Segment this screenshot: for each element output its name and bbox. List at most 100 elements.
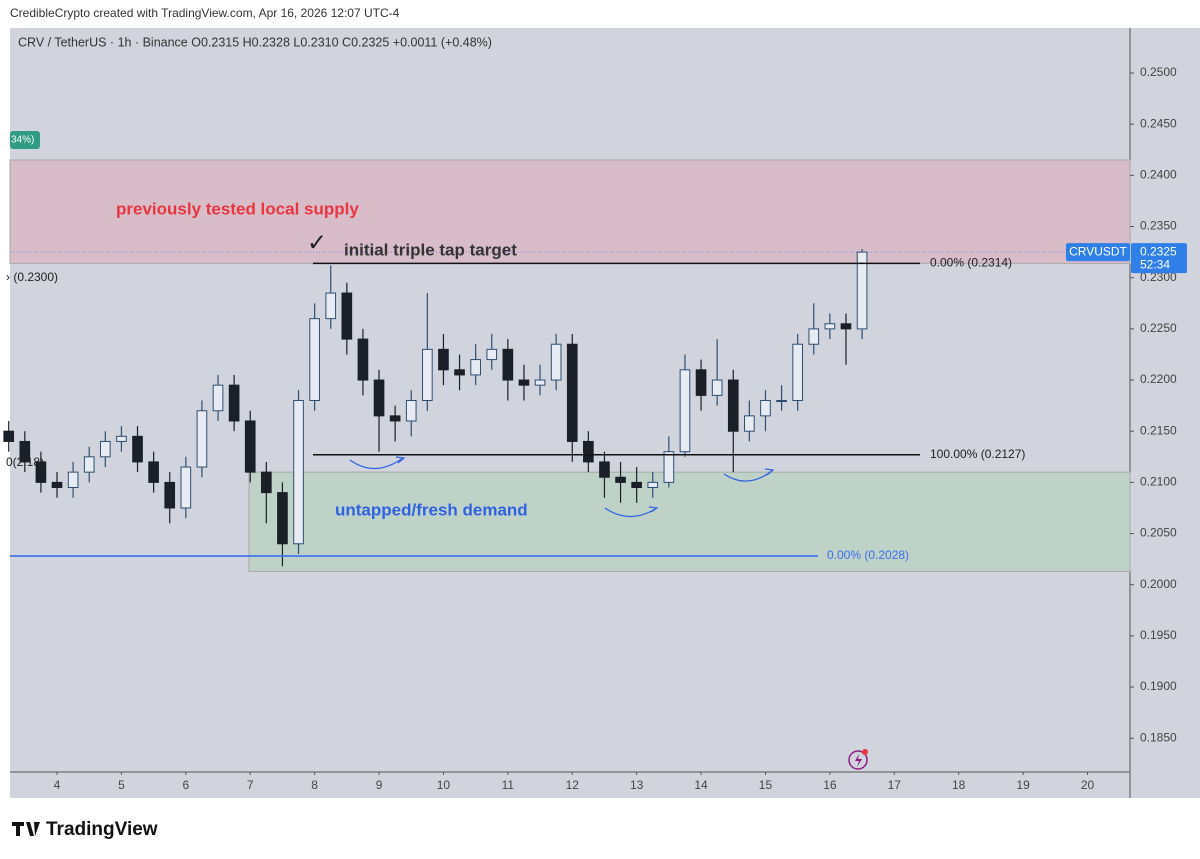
- icon[interactable]: [848, 750, 868, 770]
- candle-body: [534, 379, 546, 386]
- candle-body: [776, 400, 787, 403]
- y-tick-label: 0.1850: [1140, 730, 1177, 744]
- candle-body: [116, 435, 127, 442]
- y-tick-label: 0.2100: [1140, 475, 1177, 489]
- price-tag-label: 0.2325: [1140, 244, 1177, 258]
- y-tick-label: 0.2400: [1140, 168, 1177, 182]
- candle-body: [792, 343, 804, 402]
- x-tick-label: 12: [566, 778, 580, 792]
- x-tick-label: 16: [823, 778, 837, 792]
- candle-body: [293, 400, 304, 545]
- brand-logo: [12, 822, 40, 836]
- level-label: 0.00% (0.2028): [827, 548, 909, 562]
- candle-body: [615, 476, 626, 483]
- candle-body: [277, 492, 288, 545]
- y-tick-label: 0.2200: [1140, 372, 1177, 386]
- x-tick-label: 6: [182, 778, 189, 792]
- zone: [248, 471, 1131, 572]
- candle-body: [550, 343, 562, 381]
- price-tag-symbol: [1066, 243, 1130, 262]
- brand: TradingView: [46, 819, 158, 840]
- candle-body: [566, 343, 578, 442]
- candle-body: [405, 400, 417, 422]
- candle-body: [83, 456, 95, 473]
- candle-body: [744, 415, 755, 432]
- icon-dot: [862, 749, 868, 755]
- candle-body: [35, 461, 47, 483]
- arrow-head: [648, 506, 659, 513]
- clipped-label: › (0.2300): [6, 270, 58, 284]
- candle-body: [518, 379, 530, 386]
- candle-body: [631, 481, 642, 488]
- candle-body: [309, 318, 320, 402]
- price-scale: [1130, 28, 1200, 798]
- candle-body: [3, 430, 15, 442]
- legend: CRV / TetherUS · 1h · Binance O0.2315 H0…: [18, 35, 492, 49]
- x-tick-label: 5: [118, 778, 125, 792]
- candle-body: [228, 384, 240, 422]
- clipped-label: 34%): [11, 135, 34, 146]
- icon: [855, 754, 862, 767]
- x-tick-label: 4: [54, 778, 61, 792]
- candle-body: [470, 359, 481, 376]
- candle-body: [711, 379, 723, 396]
- x-tick-label: 8: [311, 778, 318, 792]
- candle-body: [325, 292, 337, 320]
- candle-body: [647, 481, 659, 488]
- x-tick-label: 15: [759, 778, 773, 792]
- x-tick-label: 13: [630, 778, 644, 792]
- annotation: initial triple tap target: [344, 240, 517, 259]
- candle-body: [164, 481, 176, 509]
- x-tick-label: 19: [1016, 778, 1030, 792]
- x-tick-label: 20: [1081, 778, 1095, 792]
- clipped-badge: [10, 131, 40, 149]
- price-tag-symbol-text: CRVUSDT: [1069, 244, 1127, 258]
- level-label: 100.00% (0.2127): [930, 447, 1025, 461]
- y-tick-label: 0.2150: [1140, 423, 1177, 437]
- candle-body: [695, 369, 707, 396]
- candle-body: [99, 440, 111, 458]
- candle-body: [373, 379, 385, 417]
- candle-body: [599, 461, 610, 478]
- arrow-head: [395, 456, 406, 464]
- y-tick-label: 0.2450: [1140, 116, 1177, 130]
- x-tick-label: 11: [502, 778, 515, 792]
- check-mark: ✓: [307, 229, 327, 256]
- y-tick-label: 0.2500: [1140, 65, 1177, 79]
- x-tick-label: 9: [376, 778, 383, 792]
- candle-body: [727, 379, 739, 432]
- candle-body: [196, 410, 208, 468]
- zone-label: untapped/fresh demand: [335, 500, 528, 519]
- candle-body: [261, 471, 272, 494]
- x-tick-label: 18: [952, 778, 966, 792]
- candle-body: [132, 435, 143, 463]
- candle-body: [840, 323, 852, 330]
- arrow: [349, 457, 404, 470]
- y-tick-label: 0.2300: [1140, 270, 1177, 284]
- candle-body: [357, 338, 369, 381]
- y-tick-label: 0.2050: [1140, 526, 1177, 540]
- candle-body: [438, 348, 449, 371]
- zone: [9, 159, 1131, 264]
- candle-body: [67, 471, 79, 488]
- y-tick-label: 0.1900: [1140, 679, 1177, 693]
- candle-body: [760, 400, 771, 417]
- price-tag-countdown: 52:34: [1140, 257, 1170, 271]
- x-tick-label: 14: [694, 778, 708, 792]
- y-tick-label: 0.1950: [1140, 628, 1177, 642]
- credit: CredibleCrypto created with TradingView.…: [10, 6, 400, 20]
- arrow-head: [764, 468, 775, 476]
- candle-body: [824, 323, 836, 330]
- candle-body: [422, 348, 433, 402]
- zone-label: previously tested local supply: [116, 199, 359, 218]
- candle-body: [341, 292, 353, 340]
- x-tick-label: 10: [437, 778, 451, 792]
- candle-body: [180, 466, 192, 509]
- candle-body: [389, 415, 401, 422]
- y-tick-label: 0.2000: [1140, 577, 1177, 591]
- candle-body: [583, 440, 594, 463]
- candle-body: [19, 440, 31, 463]
- time-scale: [10, 772, 1130, 798]
- x-tick-label: 17: [888, 778, 902, 792]
